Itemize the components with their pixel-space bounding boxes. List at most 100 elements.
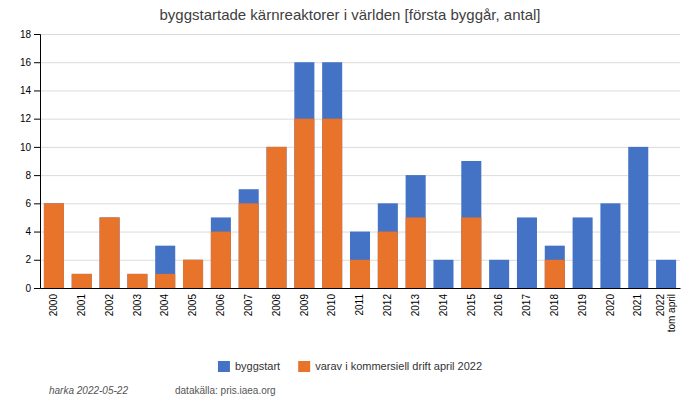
tick: 2005 bbox=[187, 288, 198, 316]
tick-label: 18 bbox=[20, 29, 32, 40]
tick-mark bbox=[34, 260, 40, 261]
bar-series bbox=[44, 62, 676, 288]
tick-mark bbox=[34, 34, 40, 35]
tick-label: 2010 bbox=[326, 294, 337, 317]
tick: 2004 bbox=[159, 288, 170, 316]
grid-line bbox=[40, 203, 680, 204]
bar bbox=[72, 274, 92, 288]
tick-label: 2020 bbox=[605, 294, 616, 317]
bar bbox=[211, 232, 231, 288]
tick: 2001 bbox=[76, 288, 87, 316]
tick-label: 2017 bbox=[521, 294, 532, 317]
tick: 8 bbox=[25, 170, 40, 181]
bar bbox=[72, 274, 92, 288]
tick-label: 2004 bbox=[159, 294, 170, 317]
grid-line-group bbox=[40, 147, 680, 148]
tick-mark bbox=[34, 62, 40, 63]
tick: 2010 bbox=[326, 288, 337, 316]
tick-label: 2021 bbox=[632, 294, 643, 317]
grid-line bbox=[40, 175, 680, 176]
tick: 10 bbox=[20, 142, 40, 153]
tick-mark bbox=[34, 119, 40, 120]
bar bbox=[127, 274, 147, 288]
tick: 2015 bbox=[466, 288, 477, 316]
tick-label: 2003 bbox=[132, 294, 143, 317]
tick: 2022tom april bbox=[655, 288, 677, 332]
tick-label: 2011 bbox=[354, 294, 365, 316]
tick-mark bbox=[34, 288, 40, 289]
bar bbox=[239, 203, 259, 288]
tick-label: 16 bbox=[20, 57, 32, 68]
legend: byggstartvarav i kommersiell drift april… bbox=[218, 360, 482, 372]
tick: 2014 bbox=[438, 288, 449, 316]
tick: 2009 bbox=[299, 288, 310, 316]
bar bbox=[600, 288, 620, 289]
grid bbox=[40, 35, 680, 289]
bar bbox=[517, 217, 537, 288]
tick: 2008 bbox=[271, 288, 282, 316]
tick: 14 bbox=[20, 85, 40, 96]
tick-label: 2009 bbox=[299, 294, 310, 317]
tick-label: 2 bbox=[25, 254, 31, 265]
grid-line-group bbox=[40, 288, 680, 289]
axis-line bbox=[34, 35, 41, 289]
tick: 2006 bbox=[215, 288, 226, 316]
bar bbox=[433, 260, 453, 288]
tick: 2018 bbox=[549, 288, 560, 316]
tick-mark bbox=[34, 175, 40, 176]
legend-swatch bbox=[218, 361, 230, 372]
bar bbox=[378, 232, 398, 288]
bar bbox=[267, 147, 287, 288]
bar bbox=[183, 260, 203, 288]
tick: 2020 bbox=[605, 288, 616, 316]
grid-line-group bbox=[40, 119, 680, 120]
bar bbox=[600, 203, 620, 288]
grid-line-group bbox=[40, 203, 680, 204]
tick-label: 2012 bbox=[382, 294, 393, 317]
bar bbox=[433, 288, 453, 289]
tick-label: 2001 bbox=[76, 294, 87, 317]
bar bbox=[517, 288, 537, 289]
tick-mark bbox=[34, 90, 40, 91]
legend-swatch bbox=[298, 361, 310, 372]
tick-label: 2018 bbox=[549, 294, 560, 317]
tick-label: 2019 bbox=[577, 294, 588, 317]
bar bbox=[573, 288, 593, 289]
y-axis: 024681012141618 bbox=[20, 29, 41, 294]
bar bbox=[656, 260, 676, 288]
tick: 16 bbox=[20, 57, 40, 68]
tick-label: 2007 bbox=[243, 294, 254, 317]
x-axis: 2000 2001 2002 2003 2004 2005 2006 2007 2008 2009… bbox=[41, 288, 681, 332]
tick: 2011 bbox=[354, 288, 365, 316]
grid-line bbox=[40, 90, 680, 91]
tick-label: 2002 bbox=[104, 294, 115, 317]
bar bbox=[461, 217, 481, 288]
legend-label: varav i kommersiell drift april 2022 bbox=[315, 360, 482, 372]
bar bbox=[100, 217, 120, 288]
grid-line bbox=[40, 147, 680, 148]
tick: 2013 bbox=[410, 288, 421, 316]
tick-label: 0 bbox=[25, 283, 31, 294]
tick: 2017 bbox=[521, 288, 532, 316]
tick-mark bbox=[34, 232, 40, 233]
tick: 18 bbox=[20, 29, 40, 40]
bar bbox=[155, 274, 175, 288]
tick-label: 12 bbox=[20, 113, 32, 124]
tick: 2000 bbox=[48, 288, 59, 316]
bar bbox=[44, 203, 64, 288]
tick-label: 2013 bbox=[410, 294, 421, 317]
tick-label: 14 bbox=[20, 85, 32, 96]
bar bbox=[350, 260, 370, 288]
bar bbox=[100, 217, 120, 288]
tick: 0 bbox=[25, 283, 40, 294]
bar bbox=[489, 260, 509, 288]
tick: 2019 bbox=[577, 288, 588, 316]
bar bbox=[350, 232, 370, 288]
legend-item: varav i kommersiell drift april 2022 bbox=[298, 360, 482, 372]
tick: 2012 bbox=[382, 288, 393, 316]
grid-line bbox=[40, 288, 680, 289]
tick: 2021 bbox=[632, 288, 643, 316]
grid-line-group bbox=[40, 62, 680, 63]
tick-label: 10 bbox=[20, 142, 32, 153]
bar bbox=[628, 288, 648, 289]
